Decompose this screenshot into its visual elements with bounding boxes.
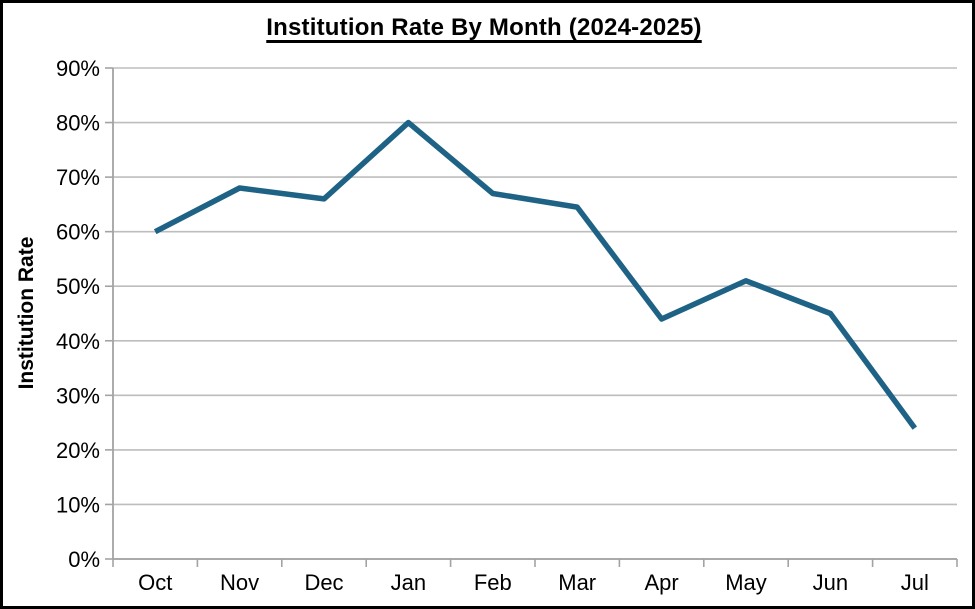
x-tick-label: Nov <box>220 570 259 595</box>
x-tick-label: Jun <box>813 570 848 595</box>
y-tick-label: 50% <box>56 274 100 299</box>
y-tick-label: 80% <box>56 111 100 136</box>
x-tick-label: Mar <box>558 570 596 595</box>
y-tick-label: 30% <box>56 383 100 408</box>
y-tick-label: 60% <box>56 220 100 245</box>
y-tick-label: 70% <box>56 165 100 190</box>
y-tick-label: 40% <box>56 329 100 354</box>
x-tick-label: Jul <box>901 570 929 595</box>
x-tick-label: Dec <box>304 570 343 595</box>
y-tick-label: 0% <box>68 547 100 572</box>
y-tick-label: 20% <box>56 438 100 463</box>
chart-title: Institution Rate By Month (2024-2025) <box>266 14 702 41</box>
y-tick-label: 90% <box>56 56 100 81</box>
x-tick-label: Apr <box>644 570 678 595</box>
x-tick-label: Oct <box>138 570 172 595</box>
x-tick-label: Jan <box>391 570 426 595</box>
data-line <box>153 119 918 430</box>
x-tick-label: May <box>725 570 767 595</box>
line-plot: 0% 10% 20% 30% 40% 50% 60% 70% 80% 90% Oct Nov Dec Ja… <box>56 56 958 595</box>
x-tick-label: Feb <box>474 570 512 595</box>
y-tick-label: 10% <box>56 492 100 517</box>
